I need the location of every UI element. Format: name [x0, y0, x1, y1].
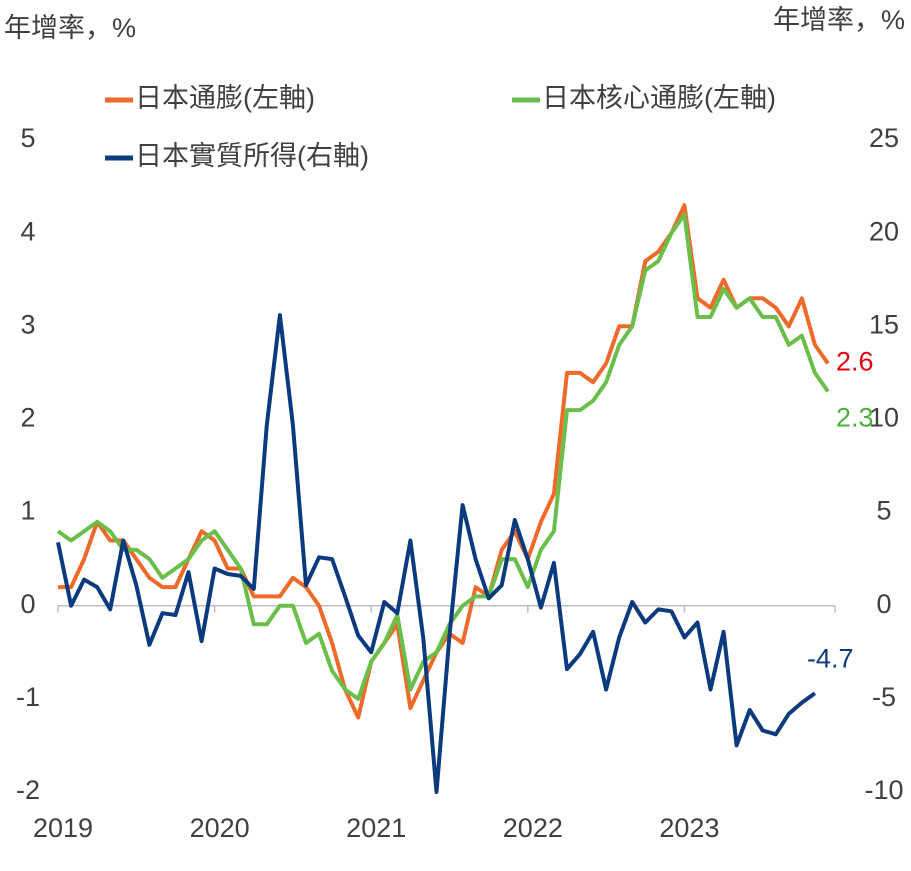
y-tick-label: 5	[20, 123, 35, 153]
y-tick-label: 0	[20, 589, 35, 619]
data-label: 2.3	[836, 403, 874, 433]
legend-label: 日本通膨(左軸)	[135, 83, 315, 113]
y-tick-label: 2	[20, 403, 35, 433]
series-line	[56, 212, 830, 701]
y2-tick-label: 15	[869, 309, 899, 339]
y-tick-label: 3	[20, 309, 35, 339]
data-label: -4.7	[807, 643, 854, 673]
x-tick-label: 2021	[346, 813, 406, 843]
y2-tick-label: 20	[869, 216, 899, 246]
y2-axis-title: 年增率，%	[773, 5, 905, 35]
y2-tick-label: 0	[876, 589, 891, 619]
y2-tick-label: 10	[869, 403, 899, 433]
y-axis-title: 年增率，%	[4, 13, 136, 43]
y-tick-label: -2	[16, 775, 40, 805]
y-tick-label: 4	[20, 216, 35, 246]
x-tick-label: 2019	[33, 813, 93, 843]
y2-tick-label: -10	[864, 775, 903, 805]
x-tick-label: 2020	[190, 813, 250, 843]
series-line	[56, 313, 817, 794]
y-tick-label: -1	[16, 682, 40, 712]
legend-label: 日本實質所得(右軸)	[135, 141, 369, 171]
legend-label: 日本核心通膨(左軸)	[542, 83, 776, 113]
y2-tick-label: 25	[869, 123, 899, 153]
y2-tick-label: -5	[872, 682, 896, 712]
x-tick-label: 2023	[659, 813, 719, 843]
y2-tick-label: 5	[876, 496, 891, 526]
data-label: 2.6	[836, 347, 874, 377]
y-tick-label: 1	[20, 496, 35, 526]
x-tick-label: 2022	[503, 813, 563, 843]
